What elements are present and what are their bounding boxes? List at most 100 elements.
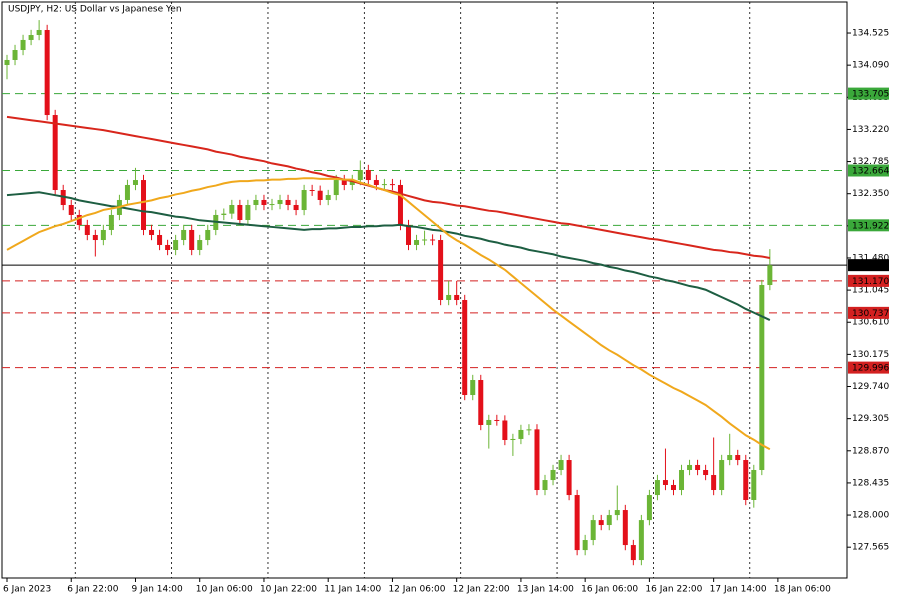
candle-body [711,475,717,491]
candle-body [52,115,58,191]
candle-body [534,429,540,491]
level-label: 133.705 [852,90,889,100]
candle-body [759,285,765,470]
x-tick-label: 13 Jan 14:00 [517,585,574,595]
candle-body [173,240,179,250]
candle-body [582,540,588,551]
level-label-box [848,87,889,100]
candle-body [687,464,693,470]
candle-body [141,180,147,230]
y-tick-label: 133.220 [852,125,889,135]
candle-body [622,510,628,546]
candle-body [381,184,387,186]
candle-body [341,180,347,185]
candle-body [189,229,195,250]
candle-body [124,184,130,200]
candle-body [670,484,676,491]
candle-body [84,225,90,235]
candle-body [349,180,355,185]
level-label: 131.922 [852,221,889,231]
candle-body [237,205,243,221]
candle-body [20,39,26,51]
y-tick-label: 130.610 [852,318,889,328]
candle-body [646,495,652,521]
candle-body [574,495,580,551]
moving-average-line [6,177,771,451]
level-label: 131.170 [852,277,889,287]
candle-body [406,225,411,245]
candle-body [293,205,299,211]
candle-body [389,184,395,186]
candle-body [526,429,532,431]
y-tick-label: 131.045 [852,286,889,296]
candle-body [157,234,163,245]
y-tick-label: 129.305 [852,414,889,424]
candle-body [590,520,596,541]
candle-body [719,460,725,491]
candle-body [205,229,211,241]
y-tick-label: 128.870 [852,446,889,456]
candle-body [518,429,524,439]
candle-body [325,195,331,200]
x-tick-label: 12 Jan 06:00 [388,585,445,595]
candle-body [751,469,757,500]
candle-body [12,50,18,60]
candle-body [277,199,283,205]
x-tick-label: 16 Jan 22:00 [645,585,702,595]
x-tick-label: 9 Jan 14:00 [131,585,183,595]
candle-body [654,480,660,496]
candle-body [494,419,500,421]
candle-body [285,199,291,206]
y-tick-label: 129.740 [852,382,889,392]
y-tick-label: 127.565 [852,543,889,553]
candle-body [397,184,403,226]
candle-body [662,480,668,485]
candle-body [28,35,34,40]
candle-body [333,180,339,196]
candle-body [446,294,452,301]
candle-body [108,214,114,230]
candle-body [454,294,460,301]
candle-body [558,460,564,470]
x-tick-label: 18 Jan 06:00 [774,585,831,595]
x-tick-label: 12 Jan 22:00 [453,585,510,595]
level-label-box [848,259,889,272]
candle-body [197,240,203,250]
y-tick-label: 130.175 [852,350,889,360]
candle-body [430,239,436,241]
candle-body [132,180,138,185]
x-tick-label: 11 Jan 14:00 [324,585,381,595]
candle-body [735,454,741,461]
candle-body [679,469,685,491]
candle-body [245,205,251,221]
candle-body [695,464,701,470]
candle-body [229,205,235,214]
candle-body [630,545,636,561]
moving-average-line [6,191,771,321]
level-label-box [848,274,889,287]
candle-body [301,190,307,211]
candle-body [470,380,476,396]
x-tick-label: 6 Jan 2023 [3,585,51,595]
y-tick-label: 132.785 [852,157,889,167]
level-label: 129.996 [852,364,889,374]
candle-body [542,480,548,491]
candle-body [550,469,556,481]
candle-body [100,229,106,241]
candle-body [253,199,259,206]
y-tick-label: 132.350 [852,189,889,199]
candle-body [76,214,82,226]
candle-body [165,244,171,250]
x-tick-label: 10 Jan 22:00 [260,585,317,595]
y-tick-label: 128.435 [852,478,889,488]
candle-body [92,234,98,241]
candle-body [478,380,484,426]
candle-body [309,190,315,192]
level-label: 132.664 [852,167,889,177]
level-label-box [848,306,889,319]
candle-body [36,29,42,36]
candle-body [743,460,749,500]
x-tick-label: 16 Jan 06:00 [581,585,638,595]
